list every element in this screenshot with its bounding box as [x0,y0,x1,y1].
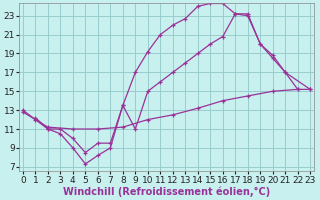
X-axis label: Windchill (Refroidissement éolien,°C): Windchill (Refroidissement éolien,°C) [63,186,270,197]
